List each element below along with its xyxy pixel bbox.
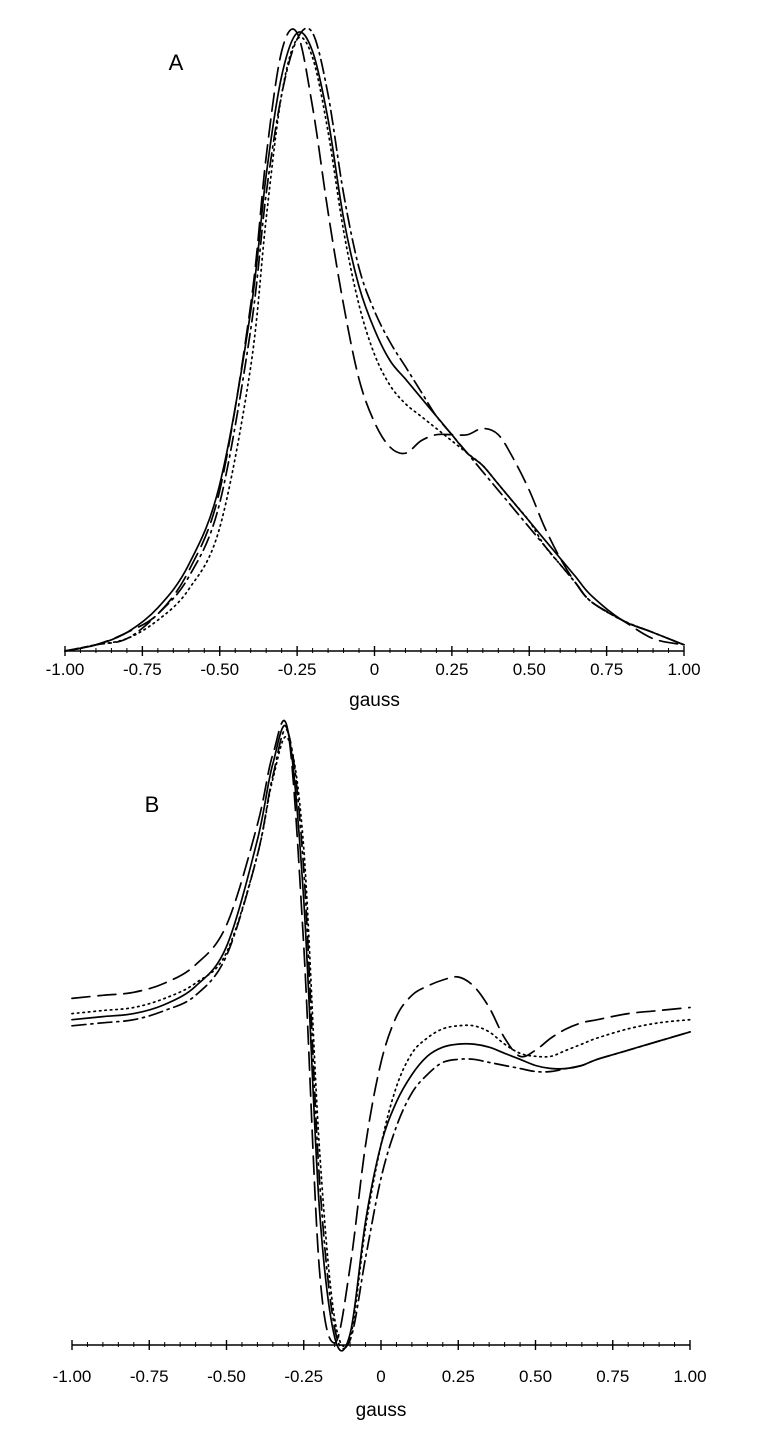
series-line-dotted [71, 735, 691, 1348]
x-tick-label: -0.50 [200, 660, 239, 679]
x-axis-label: gauss [356, 1400, 407, 1421]
x-tick-label: 0 [376, 1367, 385, 1386]
panel-label: B [145, 792, 160, 817]
series-line-dashed [64, 28, 685, 652]
series-line-dash-dot [64, 27, 685, 652]
series-line-solid [71, 724, 691, 1352]
x-tick-label: -0.75 [130, 1367, 169, 1386]
x-tick-label: 0.50 [519, 1367, 552, 1386]
x-tick-label: 0.75 [590, 660, 623, 679]
x-tick-label: -0.75 [123, 660, 162, 679]
x-tick-label: 1.00 [667, 660, 700, 679]
chart-panel-a: -1.00 -0.75 -0.50 -0.25 0 0.25 0.50 0.75 1.00 gau… [46, 27, 701, 711]
chart-panel-b: -1.00 -0.75 -0.50 -0.25 0 0.25 0.50 0.75 1.00 gau… [53, 719, 707, 1421]
x-tick-label: 1.00 [673, 1367, 706, 1386]
series-line-solid [64, 31, 685, 652]
x-axis-label: gauss [349, 690, 400, 711]
x-tick-label: -0.25 [278, 660, 317, 679]
x-tick-label: 0.25 [435, 660, 468, 679]
panel-label: A [169, 50, 184, 75]
x-tick-label: -1.00 [46, 660, 85, 679]
series-line-dash-dot [71, 728, 691, 1350]
x-tick-label: 0.25 [442, 1367, 475, 1386]
x-tick-label: 0.50 [513, 660, 546, 679]
x-tick-label: -0.25 [284, 1367, 323, 1386]
x-tick-label: 0 [370, 660, 379, 679]
series-line-dotted [64, 36, 685, 652]
series-line-dashed [71, 719, 691, 1344]
x-tick-label: 0.75 [596, 1367, 629, 1386]
x-tick-label: -1.00 [53, 1367, 92, 1386]
x-tick-label: -0.50 [207, 1367, 246, 1386]
